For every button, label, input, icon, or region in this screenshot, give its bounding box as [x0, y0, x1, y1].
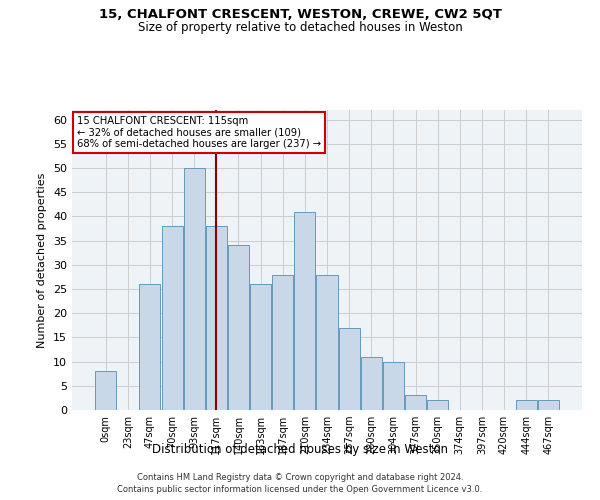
Y-axis label: Number of detached properties: Number of detached properties [37, 172, 47, 348]
Bar [427, 400, 448, 410]
Bar [338, 328, 359, 410]
Bar [538, 400, 559, 410]
Text: Distribution of detached houses by size in Weston: Distribution of detached houses by size … [152, 442, 448, 456]
Bar [316, 274, 338, 410]
Text: Contains HM Land Registry data © Crown copyright and database right 2024.: Contains HM Land Registry data © Crown c… [137, 472, 463, 482]
Bar [184, 168, 205, 410]
Text: 15, CHALFONT CRESCENT, WESTON, CREWE, CW2 5QT: 15, CHALFONT CRESCENT, WESTON, CREWE, CW… [98, 8, 502, 20]
Bar [295, 212, 316, 410]
Bar [250, 284, 271, 410]
Text: Contains public sector information licensed under the Open Government Licence v3: Contains public sector information licen… [118, 485, 482, 494]
Bar [272, 274, 293, 410]
Bar [383, 362, 404, 410]
Bar [95, 372, 116, 410]
Bar [139, 284, 160, 410]
Text: 15 CHALFONT CRESCENT: 115sqm
← 32% of detached houses are smaller (109)
68% of s: 15 CHALFONT CRESCENT: 115sqm ← 32% of de… [77, 116, 321, 149]
Bar [405, 396, 426, 410]
Bar [228, 246, 249, 410]
Bar [515, 400, 536, 410]
Bar [161, 226, 182, 410]
Text: Size of property relative to detached houses in Weston: Size of property relative to detached ho… [137, 21, 463, 34]
Bar [361, 357, 382, 410]
Bar [206, 226, 227, 410]
